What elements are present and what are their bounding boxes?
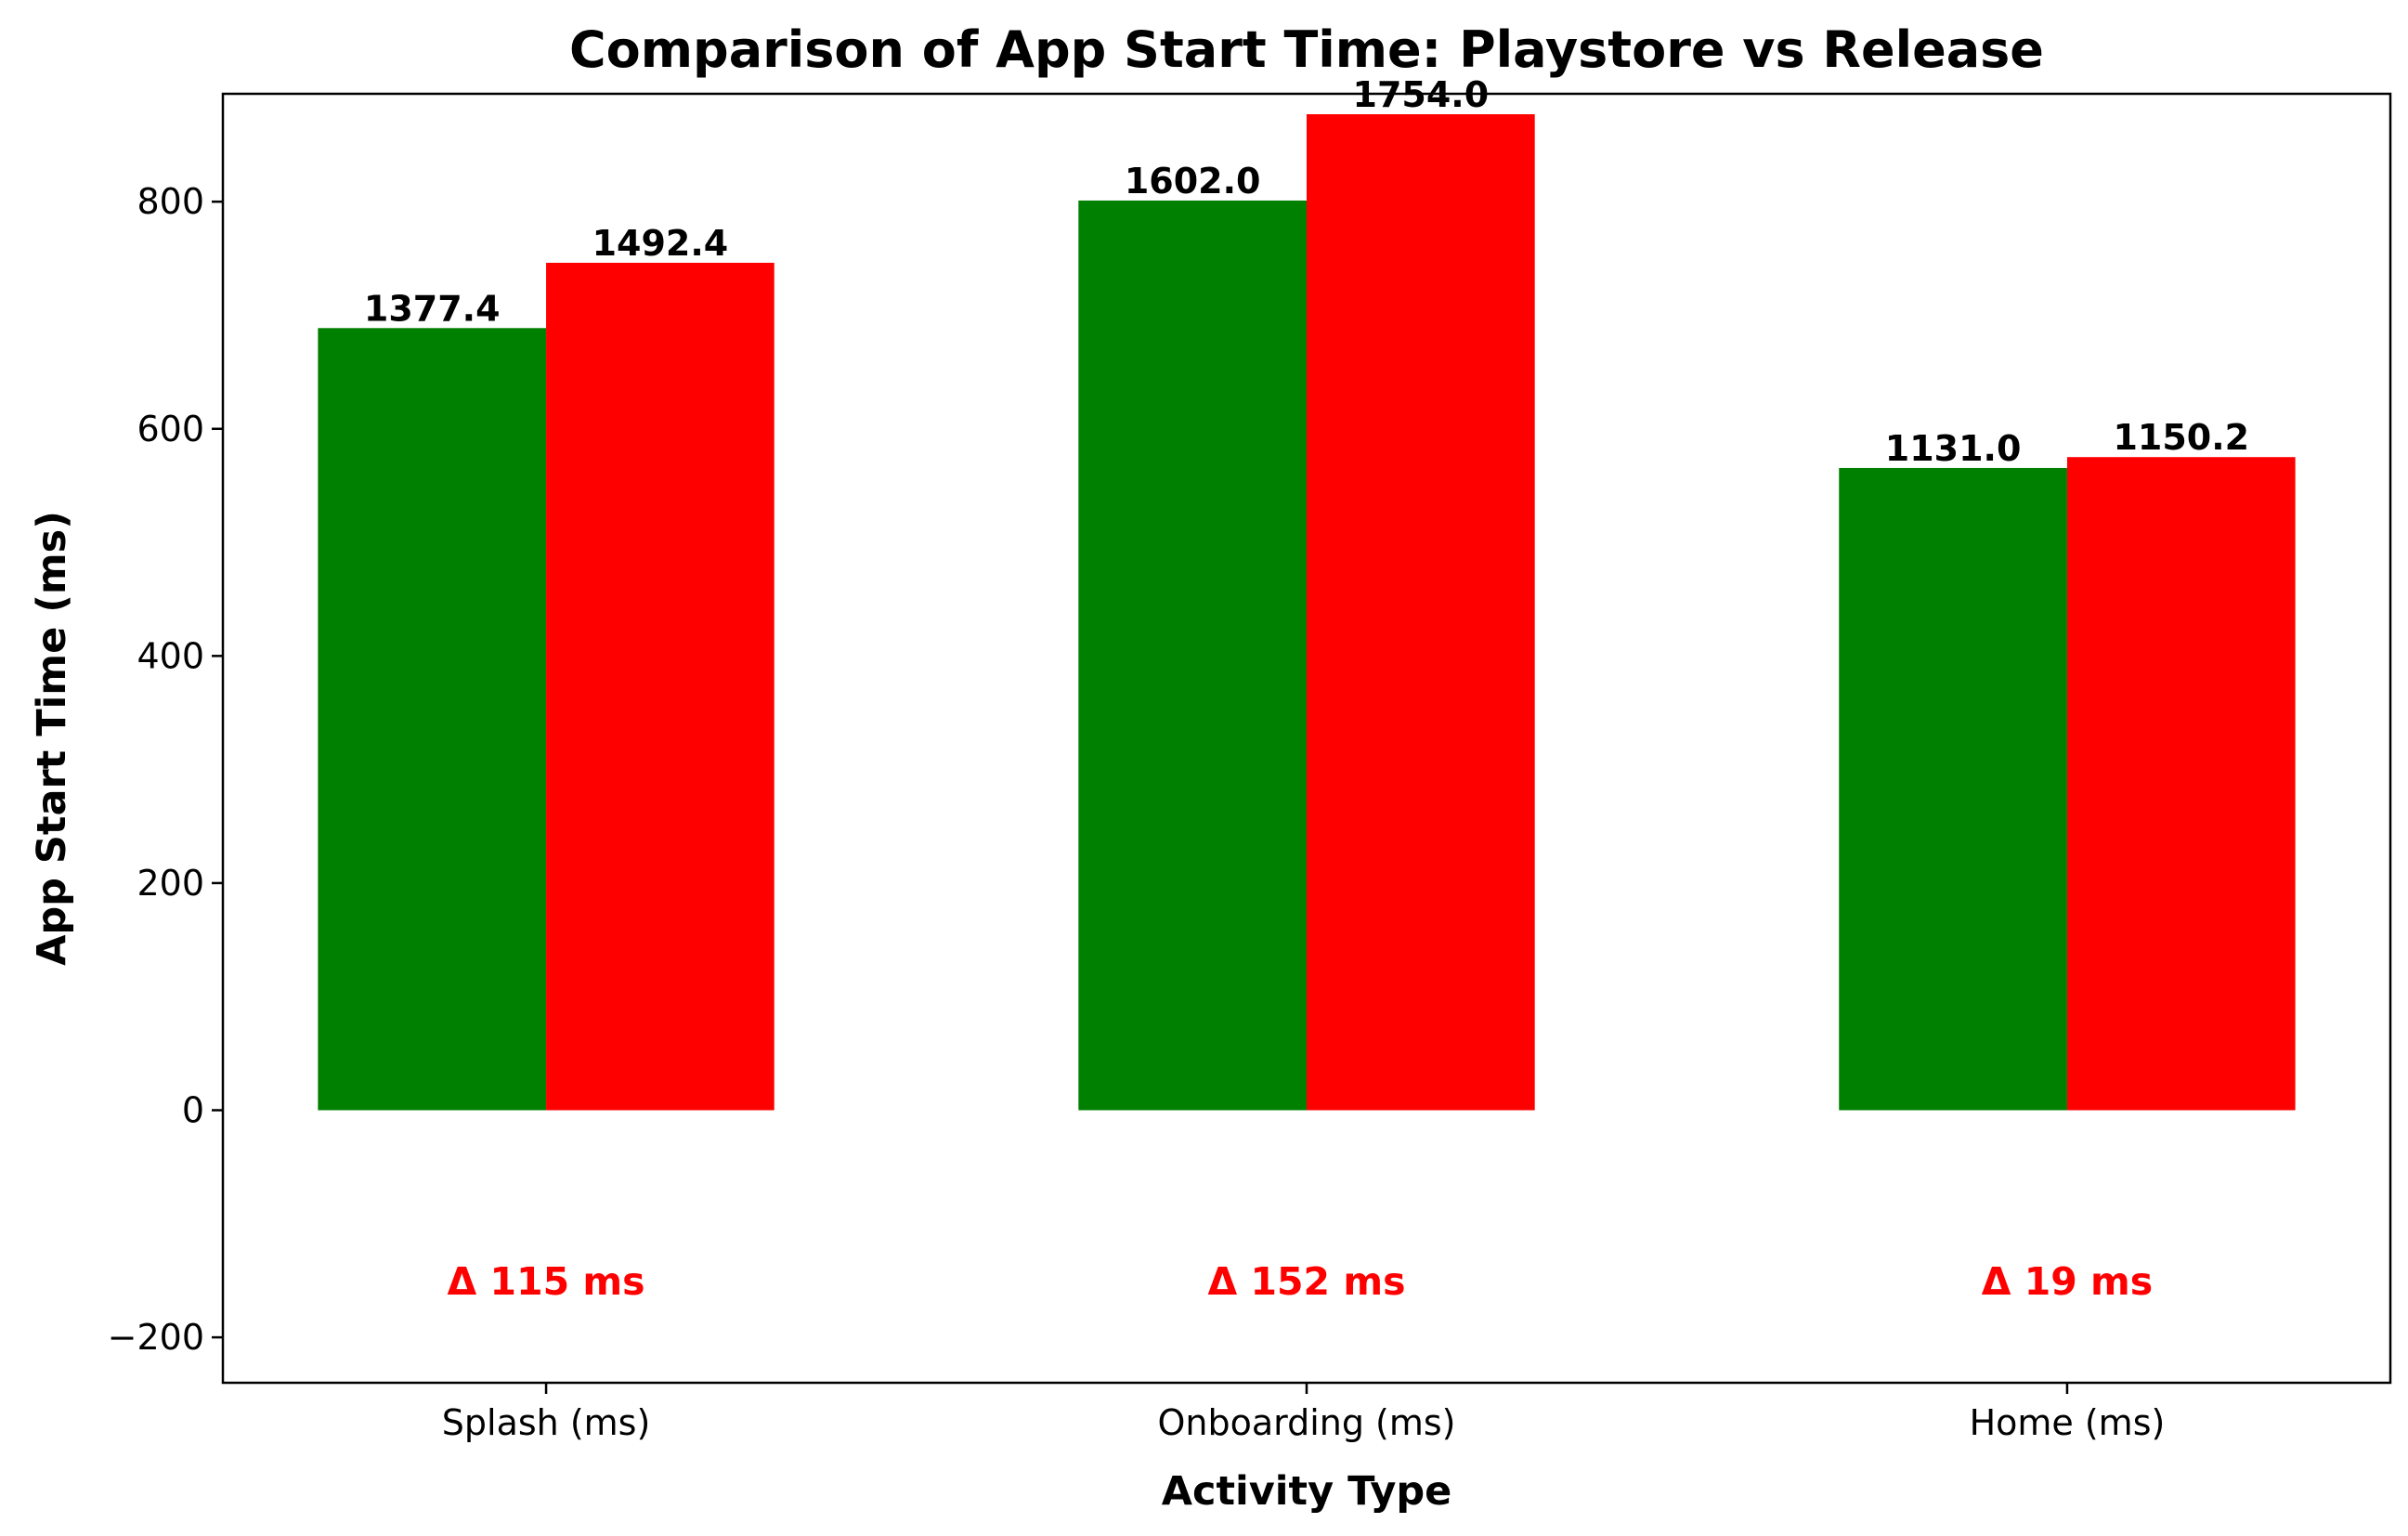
- y-axis-label: App Start Time (ms): [29, 511, 75, 966]
- delta-annotation: Δ 19 ms: [1982, 1259, 2153, 1304]
- x-tick-label: Splash (ms): [442, 1402, 651, 1443]
- y-tick-label: 200: [137, 863, 204, 904]
- x-tick-label: Onboarding (ms): [1157, 1402, 1455, 1443]
- y-tick-label: 600: [137, 409, 204, 449]
- bar-value-label: 1131.0: [1885, 428, 2022, 469]
- bar-red-2: [2066, 457, 2296, 1111]
- x-axis-label: Activity Type: [1162, 1468, 1452, 1515]
- bar-red-0: [546, 262, 774, 1111]
- bar-value-label: 1602.0: [1125, 161, 1261, 202]
- bar-red-1: [1307, 114, 1535, 1111]
- y-tick-label: 400: [137, 635, 204, 676]
- chart-title: Comparison of App Start Time: Playstore …: [569, 20, 2044, 79]
- bar-value-label: 1150.2: [2113, 417, 2249, 458]
- bar-green-0: [318, 328, 547, 1111]
- delta-annotation: Δ 115 ms: [448, 1259, 645, 1304]
- plot-frame: [221, 92, 2392, 1385]
- bar-value-label: 1492.4: [592, 223, 729, 264]
- y-tick-label: −200: [108, 1317, 204, 1358]
- bar-green-1: [1078, 200, 1307, 1111]
- x-tick-label: Home (ms): [1970, 1402, 2166, 1443]
- bar-green-2: [1839, 467, 2067, 1111]
- bar-value-label: 1377.4: [364, 288, 501, 329]
- y-tick-label: 0: [182, 1090, 204, 1131]
- y-tick-label: 800: [137, 181, 204, 222]
- delta-annotation: Δ 152 ms: [1208, 1259, 1406, 1304]
